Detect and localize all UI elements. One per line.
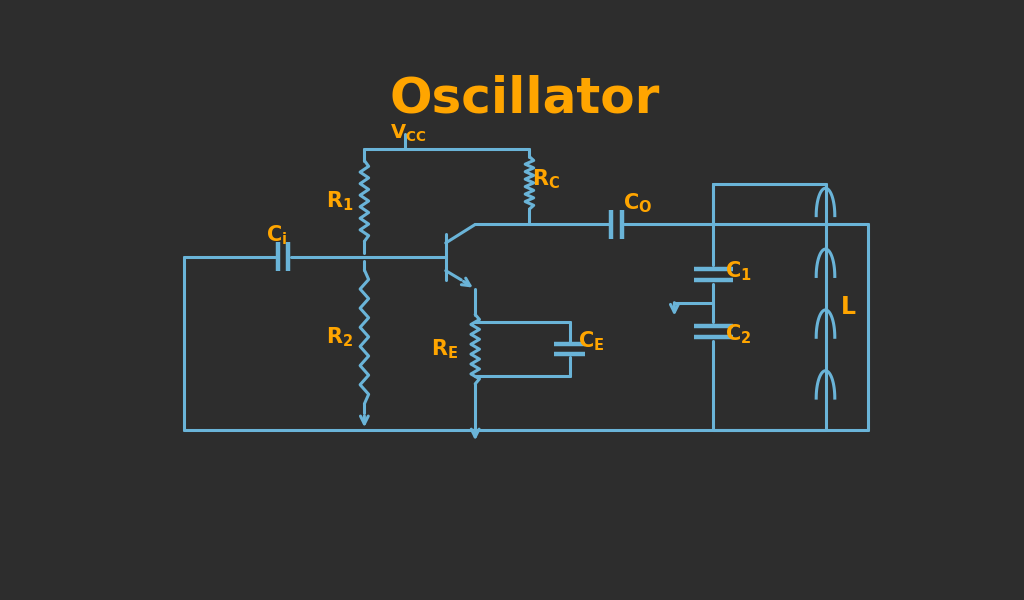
- Text: $\mathbf{R_1}$: $\mathbf{R_1}$: [326, 189, 353, 213]
- Text: Oscillator: Oscillator: [389, 75, 660, 123]
- Text: $\mathbf{V_{CC}}$: $\mathbf{V_{CC}}$: [390, 123, 426, 144]
- Text: $\mathbf{C_1}$: $\mathbf{C_1}$: [725, 260, 752, 283]
- Text: $\mathbf{C_i}$: $\mathbf{C_i}$: [266, 223, 288, 247]
- Text: $\mathbf{C_O}$: $\mathbf{C_O}$: [624, 191, 652, 215]
- Text: $\mathbf{R_2}$: $\mathbf{R_2}$: [326, 325, 353, 349]
- Text: $\mathbf{R_C}$: $\mathbf{R_C}$: [532, 167, 560, 191]
- Text: $\mathbf{C_2}$: $\mathbf{C_2}$: [725, 323, 752, 346]
- Text: $\mathbf{R_E}$: $\mathbf{R_E}$: [430, 337, 458, 361]
- Text: $\mathbf{C_E}$: $\mathbf{C_E}$: [579, 329, 605, 353]
- Text: L: L: [842, 295, 856, 319]
